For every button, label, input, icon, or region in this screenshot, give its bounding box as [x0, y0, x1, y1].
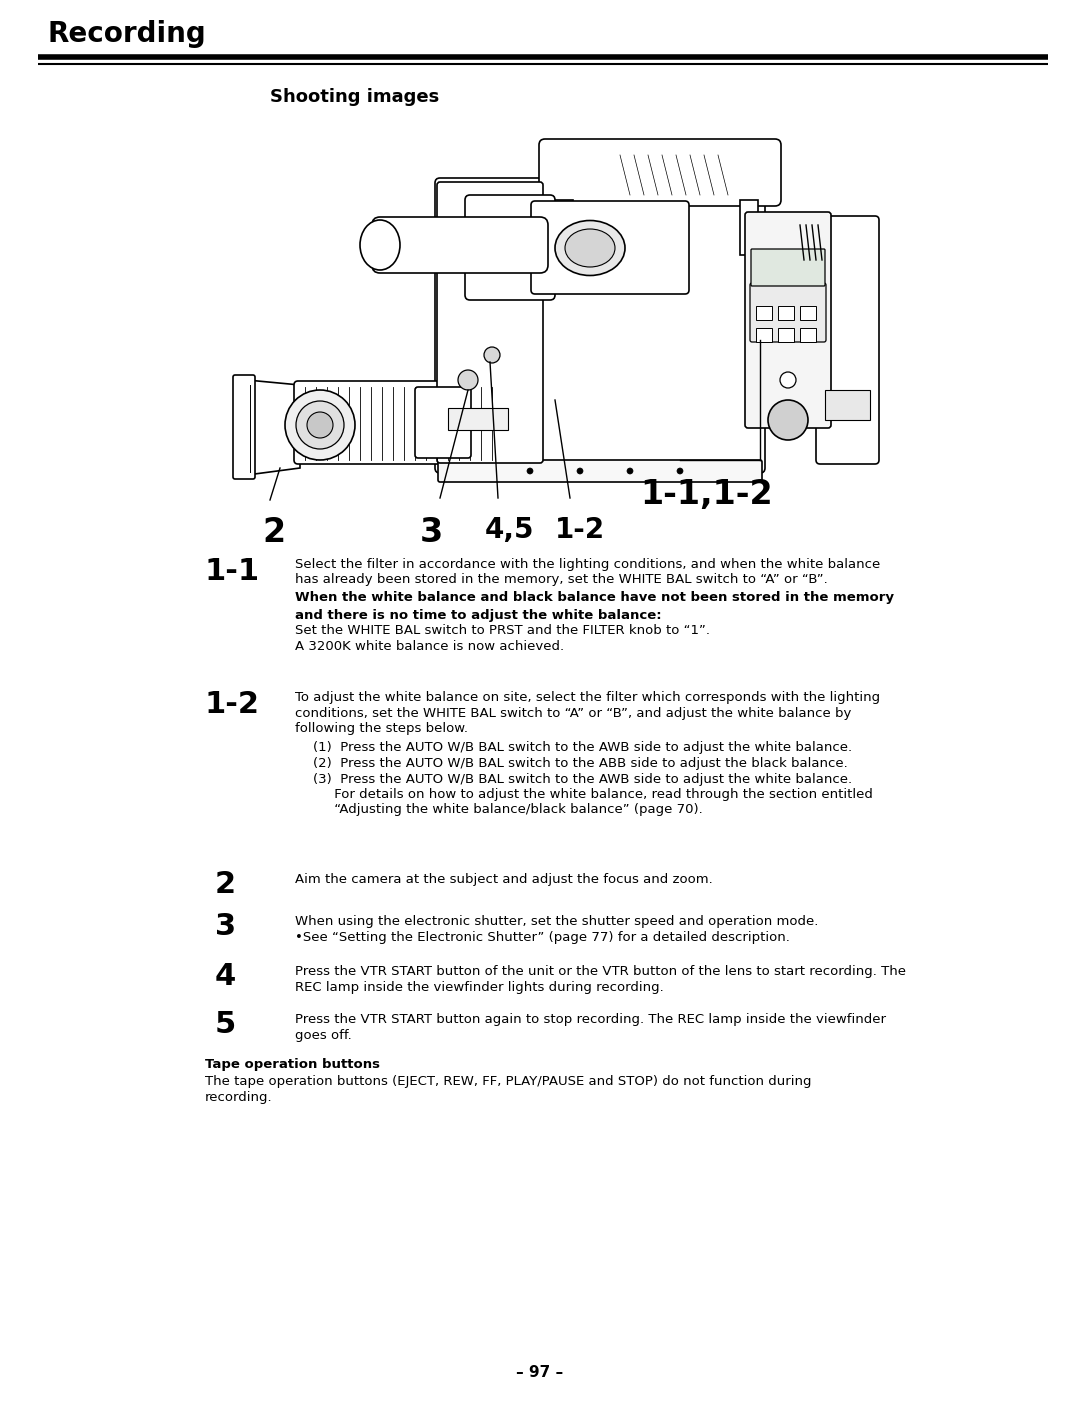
Polygon shape: [247, 380, 300, 475]
Text: When the white balance and black balance have not been stored in the memory
and : When the white balance and black balance…: [295, 591, 894, 622]
Circle shape: [627, 468, 633, 474]
Text: Aim the camera at the subject and adjust the focus and zoom.: Aim the camera at the subject and adjust…: [295, 873, 713, 885]
FancyBboxPatch shape: [745, 212, 831, 427]
Bar: [778, 328, 794, 342]
FancyBboxPatch shape: [437, 182, 543, 462]
Text: The tape operation buttons (EJECT, REW, FF, PLAY/PAUSE and STOP) do not function: The tape operation buttons (EJECT, REW, …: [205, 1076, 811, 1089]
Text: conditions, set the WHITE BAL switch to “A” or “B”, and adjust the white balance: conditions, set the WHITE BAL switch to …: [295, 706, 851, 720]
Text: – 97 –: – 97 –: [516, 1365, 564, 1380]
Text: has already been stored in the memory, set the WHITE BAL switch to “A” or “B”.: has already been stored in the memory, s…: [295, 573, 827, 587]
Circle shape: [780, 373, 796, 388]
Bar: [778, 305, 794, 319]
Bar: [740, 200, 758, 255]
Bar: [555, 200, 573, 255]
Text: recording.: recording.: [205, 1091, 272, 1104]
FancyBboxPatch shape: [372, 217, 548, 273]
Text: 5: 5: [215, 1010, 237, 1040]
FancyBboxPatch shape: [751, 249, 825, 286]
Text: •See “Setting the Electronic Shutter” (page 77) for a detailed description.: •See “Setting the Electronic Shutter” (p…: [295, 930, 789, 943]
Circle shape: [577, 468, 583, 474]
Text: 4: 4: [215, 962, 237, 991]
Text: Press the VTR START button again to stop recording. The REC lamp inside the view: Press the VTR START button again to stop…: [295, 1013, 886, 1026]
Text: 2: 2: [215, 870, 237, 899]
Text: (2)  Press the AUTO W/B BAL switch to the ABB side to adjust the black balance.: (2) Press the AUTO W/B BAL switch to the…: [313, 757, 848, 771]
FancyBboxPatch shape: [294, 381, 522, 464]
Text: A 3200K white balance is now achieved.: A 3200K white balance is now achieved.: [295, 639, 564, 653]
Bar: [825, 389, 870, 420]
Circle shape: [768, 401, 808, 440]
Text: goes off.: goes off.: [295, 1028, 352, 1041]
Text: When using the electronic shutter, set the shutter speed and operation mode.: When using the electronic shutter, set t…: [295, 915, 819, 927]
Ellipse shape: [555, 220, 625, 276]
Text: Tape operation buttons: Tape operation buttons: [205, 1058, 380, 1070]
FancyBboxPatch shape: [750, 283, 826, 342]
FancyBboxPatch shape: [531, 200, 689, 294]
Circle shape: [285, 389, 355, 460]
FancyBboxPatch shape: [816, 216, 879, 464]
Text: 1-2: 1-2: [555, 516, 605, 544]
Text: “Adjusting the white balance/black balance” (page 70).: “Adjusting the white balance/black balan…: [313, 804, 703, 817]
FancyBboxPatch shape: [233, 375, 255, 479]
Circle shape: [296, 401, 345, 448]
FancyBboxPatch shape: [438, 460, 762, 482]
Bar: [800, 305, 816, 319]
Bar: [756, 328, 772, 342]
Ellipse shape: [360, 220, 400, 270]
Text: (1)  Press the AUTO W/B BAL switch to the AWB side to adjust the white balance.: (1) Press the AUTO W/B BAL switch to the…: [313, 741, 852, 755]
Circle shape: [527, 468, 534, 474]
FancyBboxPatch shape: [415, 387, 471, 458]
Text: Recording: Recording: [48, 20, 206, 48]
FancyBboxPatch shape: [435, 178, 765, 474]
Bar: [800, 328, 816, 342]
Text: 1-2: 1-2: [205, 691, 260, 719]
Text: For details on how to adjust the white balance, read through the section entitle: For details on how to adjust the white b…: [313, 787, 873, 801]
Text: Set the WHITE BAL switch to PRST and the FILTER knob to “1”.: Set the WHITE BAL switch to PRST and the…: [295, 623, 710, 637]
Text: Select the filter in accordance with the lighting conditions, and when the white: Select the filter in accordance with the…: [295, 558, 880, 572]
Ellipse shape: [565, 228, 615, 268]
Bar: [756, 305, 772, 319]
Circle shape: [484, 347, 500, 363]
Circle shape: [458, 370, 478, 389]
Text: 4,5: 4,5: [485, 516, 535, 544]
Circle shape: [677, 468, 683, 474]
Text: 3: 3: [215, 912, 237, 941]
Text: To adjust the white balance on site, select the filter which corresponds with th: To adjust the white balance on site, sel…: [295, 691, 880, 703]
Text: 3: 3: [420, 516, 443, 549]
FancyBboxPatch shape: [465, 195, 555, 300]
Text: 2: 2: [262, 516, 285, 549]
Text: (3)  Press the AUTO W/B BAL switch to the AWB side to adjust the white balance.: (3) Press the AUTO W/B BAL switch to the…: [313, 772, 852, 786]
Text: following the steps below.: following the steps below.: [295, 722, 468, 736]
Text: 1-1,1-2: 1-1,1-2: [640, 478, 772, 511]
Text: 1-1: 1-1: [205, 558, 260, 586]
Text: Shooting images: Shooting images: [270, 88, 440, 106]
Text: REC lamp inside the viewfinder lights during recording.: REC lamp inside the viewfinder lights du…: [295, 981, 664, 993]
Bar: [448, 408, 508, 430]
FancyBboxPatch shape: [539, 139, 781, 206]
Circle shape: [307, 412, 333, 439]
Text: Press the VTR START button of the unit or the VTR button of the lens to start re: Press the VTR START button of the unit o…: [295, 965, 906, 978]
